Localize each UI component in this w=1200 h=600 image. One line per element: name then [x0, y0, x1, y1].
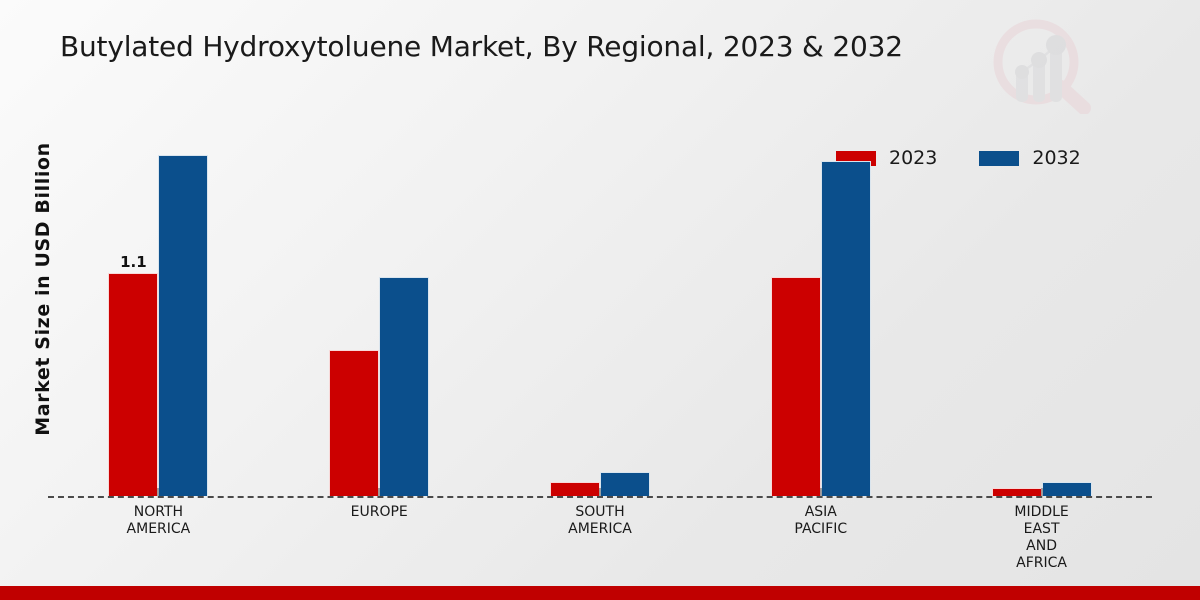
bar-south-america-2023[interactable] — [549, 481, 600, 496]
bar-asia-pacific-2032[interactable] — [820, 160, 871, 496]
bars-wrapper — [329, 110, 430, 496]
footer-accent-bar — [0, 586, 1200, 600]
bar-group-asia-pacific: ASIA PACIFIC — [710, 110, 931, 537]
legend-item-2032[interactable]: 2032 — [979, 147, 1081, 169]
legend-label-2023: 2023 — [889, 147, 938, 169]
market-research-logo-watermark-icon — [988, 14, 1096, 115]
x-axis-label-europe: EUROPE — [351, 504, 408, 521]
bars-wrapper — [549, 110, 650, 496]
x-axis-label-line: NORTH — [133, 504, 184, 520]
x-axis-tick — [157, 488, 159, 496]
bar-europe-2023[interactable] — [329, 349, 380, 496]
x-axis-label-line: AFRICA — [1016, 555, 1067, 571]
bar-group-europe: EUROPE — [269, 110, 490, 520]
x-axis-tick — [820, 488, 822, 496]
x-axis-label-line: AMERICA — [126, 521, 191, 537]
bar-middle-east-and-africa-2023[interactable] — [991, 487, 1042, 496]
bar-europe-2032[interactable] — [379, 276, 430, 496]
x-axis-label-line: EUROPE — [350, 504, 408, 520]
bar-asia-pacific-2023[interactable] — [770, 276, 821, 496]
bar-group-middle-east-and-africa: MIDDLE EAST AND AFRICA — [931, 110, 1152, 571]
x-axis-label-line: PACIFIC — [794, 521, 848, 537]
bars-wrapper: 1.1 — [108, 110, 209, 496]
chart-title: Butylated Hydroxytoluene Market, By Regi… — [60, 30, 903, 63]
x-axis-label-line: AND — [1026, 538, 1057, 554]
bars-wrapper — [991, 110, 1092, 496]
x-axis-tick — [1041, 488, 1043, 496]
bar-middle-east-and-africa-2032[interactable] — [1041, 481, 1092, 496]
bar-south-america-2032[interactable] — [599, 471, 650, 496]
x-axis-label-line: SOUTH — [575, 504, 625, 520]
legend-swatch-2032 — [979, 150, 1020, 166]
bar-north-america-2032[interactable] — [158, 154, 209, 496]
x-axis-label-middle-east-and-africa: MIDDLE EAST AND AFRICA — [1014, 504, 1068, 572]
x-axis-tick — [599, 488, 601, 496]
x-axis-tick — [378, 488, 380, 496]
x-axis-label-line: MIDDLE — [1014, 504, 1069, 520]
bar-groups: 1.1 NORTH AMERICA EUROPE SOUTH AMERICA ASIA PAC… — [48, 110, 1152, 571]
x-axis-label-asia-pacific: ASIA PACIFIC — [794, 504, 847, 538]
plot-area: 1.1 NORTH AMERICA EUROPE SOUTH AMERICA ASIA PAC… — [48, 110, 1152, 571]
bar-group-south-america: SOUTH AMERICA — [490, 110, 711, 537]
legend-label-2032: 2032 — [1032, 147, 1081, 169]
x-axis-label-north-america: NORTH AMERICA — [127, 504, 191, 538]
x-axis-label-south-america: SOUTH AMERICA — [568, 504, 632, 538]
x-axis-label-line: ASIA — [804, 504, 837, 520]
bar-value-label: 1.1 — [120, 252, 147, 271]
x-axis-label-line: EAST — [1023, 521, 1060, 537]
bars-wrapper — [770, 110, 871, 496]
bar-group-north-america: 1.1 NORTH AMERICA — [48, 110, 269, 537]
x-axis-label-line: AMERICA — [568, 521, 632, 537]
x-axis-baseline — [48, 496, 1152, 498]
bar-north-america-2023[interactable]: 1.1 — [108, 253, 159, 496]
